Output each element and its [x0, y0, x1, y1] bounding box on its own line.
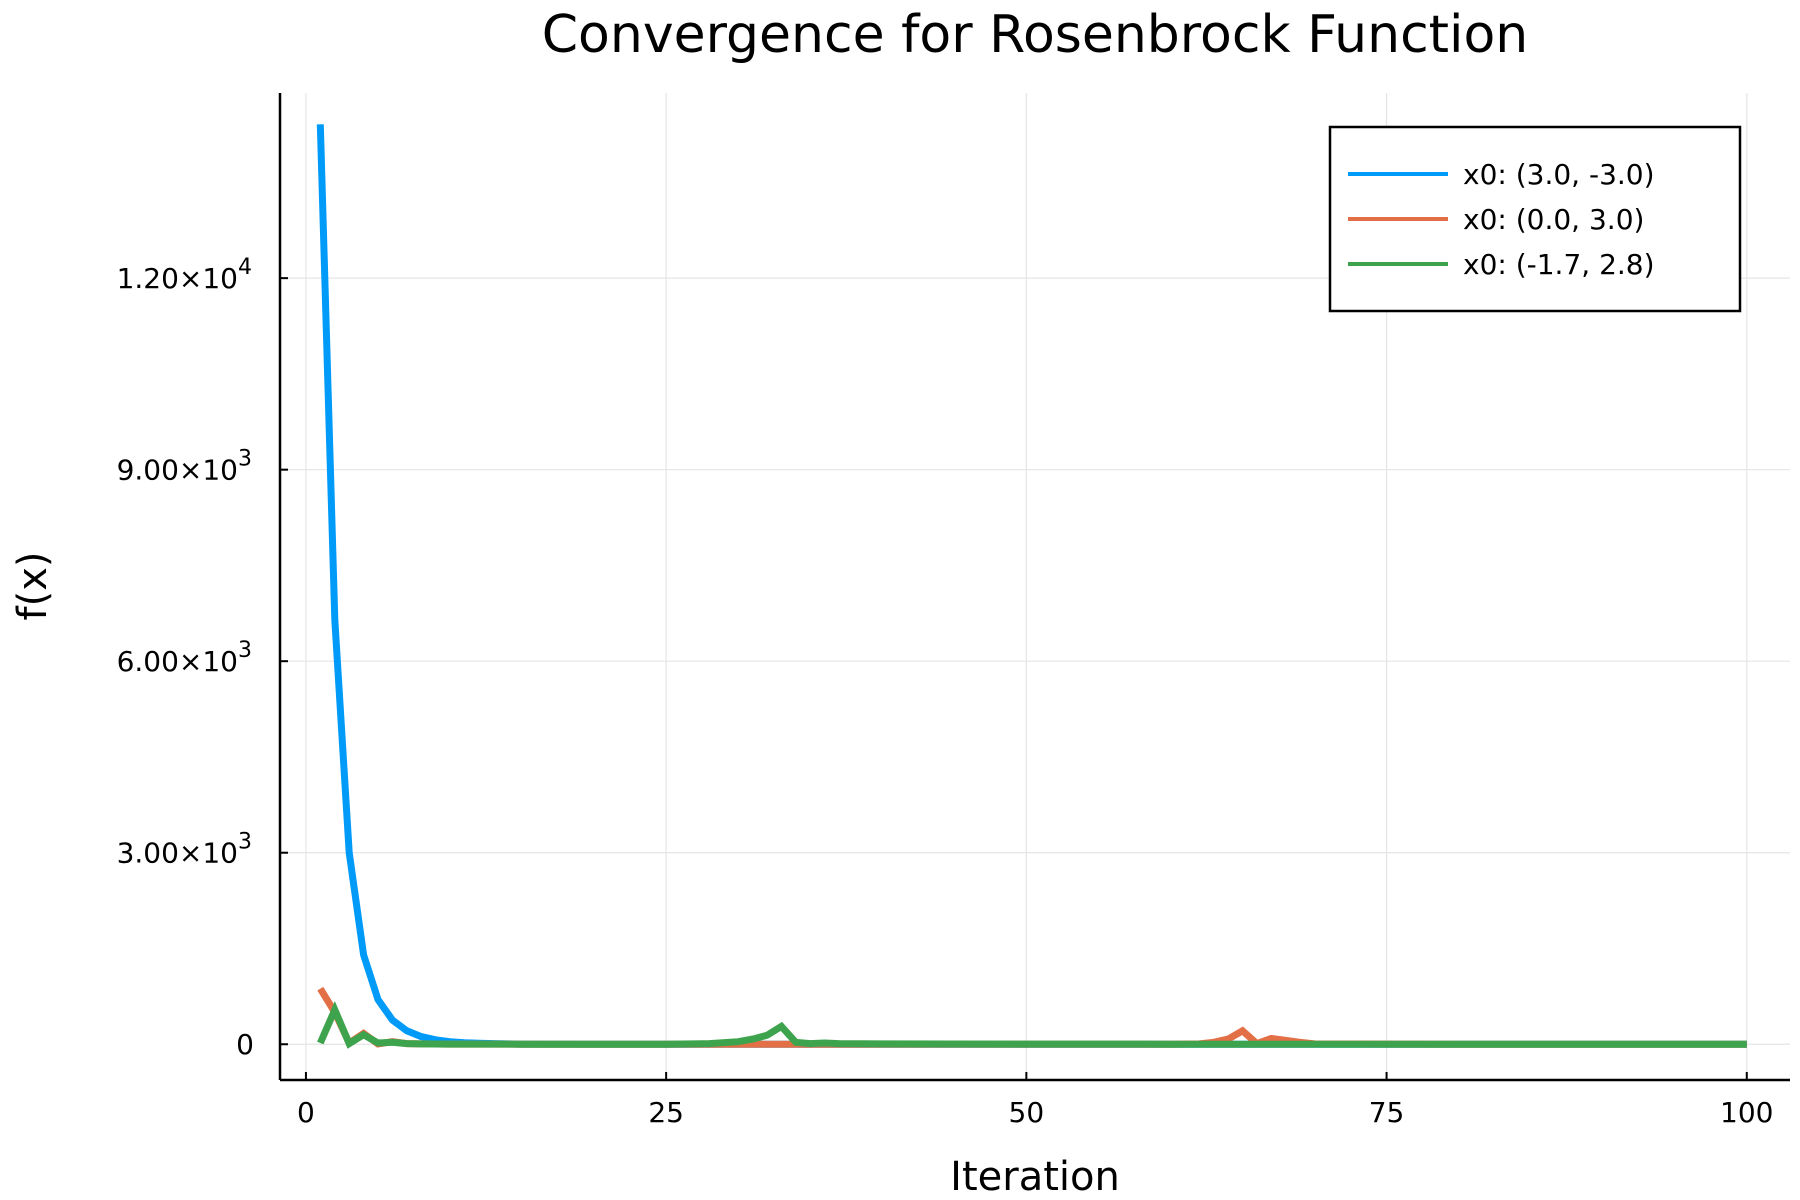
y-tick-label: 0	[236, 1028, 254, 1061]
axes	[278, 93, 1790, 1082]
chart-title: Convergence for Rosenbrock Function	[542, 5, 1529, 65]
series-line-3	[317, 1000, 1747, 1049]
y-tick-label: 9.00×103	[117, 447, 252, 487]
legend-label: x0: (0.0, 3.0)	[1463, 203, 1644, 236]
x-tick-label: 100	[1720, 1096, 1773, 1129]
legend: x0: (3.0, -3.0) x0: (0.0, 3.0) x0: (-1.7, …	[1328, 125, 1742, 313]
x-tick-label: 50	[1009, 1096, 1045, 1129]
x-tick-labels: 0 25 50 75 100	[297, 1096, 1773, 1129]
legend-label: x0: (-1.7, 2.8)	[1463, 248, 1655, 281]
legend-label: x0: (3.0, -3.0)	[1463, 158, 1655, 191]
series-line-2	[317, 986, 1747, 1049]
series-lines	[316, 124, 1747, 1049]
y-tick-labels: 0 3.00×103 6.00×103 9.00×103 1.20×104	[117, 255, 254, 1061]
x-tick-label: 25	[648, 1096, 684, 1129]
x-tick-label: 0	[297, 1096, 315, 1129]
y-axis-label: f(x)	[10, 552, 56, 621]
y-tick-label: 1.20×104	[117, 255, 252, 295]
x-tick-label: 75	[1369, 1096, 1405, 1129]
y-tick-label: 3.00×103	[117, 830, 252, 870]
x-axis-label: Iteration	[950, 1154, 1120, 1200]
y-tick-label: 6.00×103	[117, 638, 252, 678]
